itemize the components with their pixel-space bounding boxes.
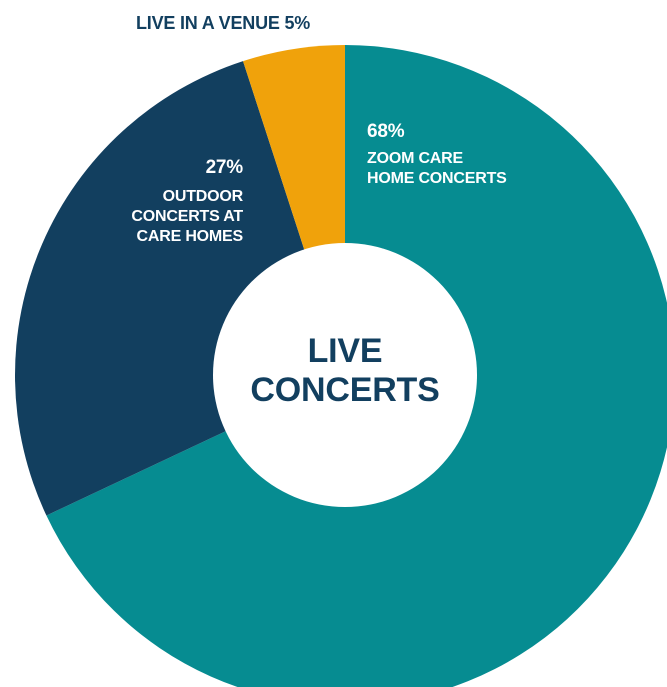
slice-label-zoom-line-1: ZOOM CARE [367, 150, 464, 167]
slice-label-outdoor-line-3: CARE HOMES [137, 228, 244, 245]
slice-label-outdoor-line-2: CONCERTS AT [131, 208, 243, 225]
center-label-line-1: LIVE [308, 332, 383, 370]
slice-value-zoom: 68% [367, 121, 405, 142]
center-label-line-2: CONCERTS [250, 371, 439, 409]
donut-hole [213, 243, 477, 507]
slice-label-venue: LIVE IN A VENUE 5% [136, 13, 310, 33]
slice-label-outdoor-line-1: OUTDOOR [163, 188, 244, 205]
slice-label-zoom-line-2: HOME CONCERTS [367, 170, 507, 187]
slice-value-outdoor: 27% [206, 157, 244, 178]
